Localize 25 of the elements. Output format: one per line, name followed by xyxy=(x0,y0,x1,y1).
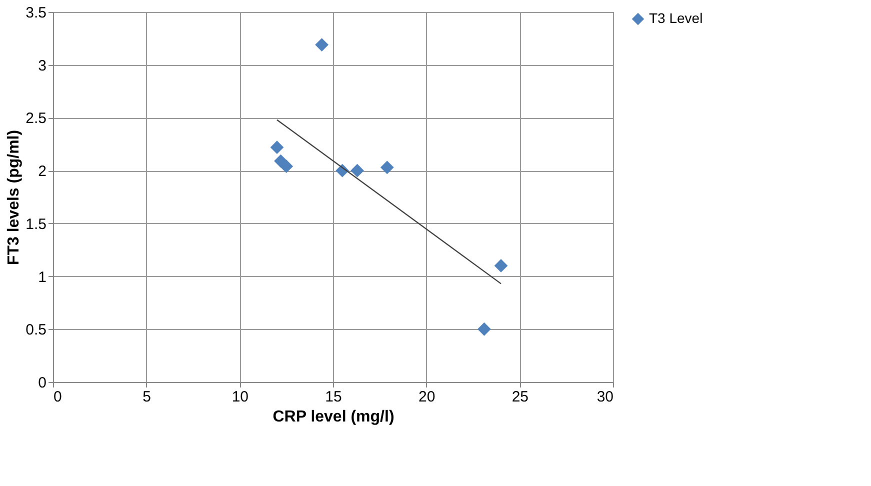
point xyxy=(477,322,491,336)
x-axis-title: CRP level (mg/l) xyxy=(272,408,394,426)
x-tick-label: 10 xyxy=(232,388,249,406)
point xyxy=(280,160,294,174)
y-tick-label: 3 xyxy=(38,57,46,74)
legend-label: T3 Level xyxy=(649,10,703,26)
x-tick-label: 20 xyxy=(418,388,436,406)
x-tick-label: 0 xyxy=(54,388,62,406)
x-tick-label: 30 xyxy=(596,388,614,406)
x-tick-label: 5 xyxy=(142,388,152,406)
point xyxy=(315,38,329,52)
point xyxy=(494,259,508,272)
y-tick-label: 1.5 xyxy=(26,216,46,233)
point xyxy=(270,140,284,154)
x-tick-label: 15 xyxy=(325,388,342,406)
point xyxy=(350,164,364,178)
y-tick-label: 2.5 xyxy=(26,110,46,128)
point xyxy=(380,160,394,174)
y-axis-title: FT3 levels (pg/ml) xyxy=(6,130,23,266)
y-tick-label: 0.5 xyxy=(26,322,46,339)
y-tick-label: 0 xyxy=(38,374,46,392)
y-tick-label: 2 xyxy=(38,163,46,180)
x-tick-label: 25 xyxy=(512,388,529,406)
y-tick-label: 3.5 xyxy=(26,4,46,22)
y-tick-label: 1 xyxy=(38,268,46,286)
